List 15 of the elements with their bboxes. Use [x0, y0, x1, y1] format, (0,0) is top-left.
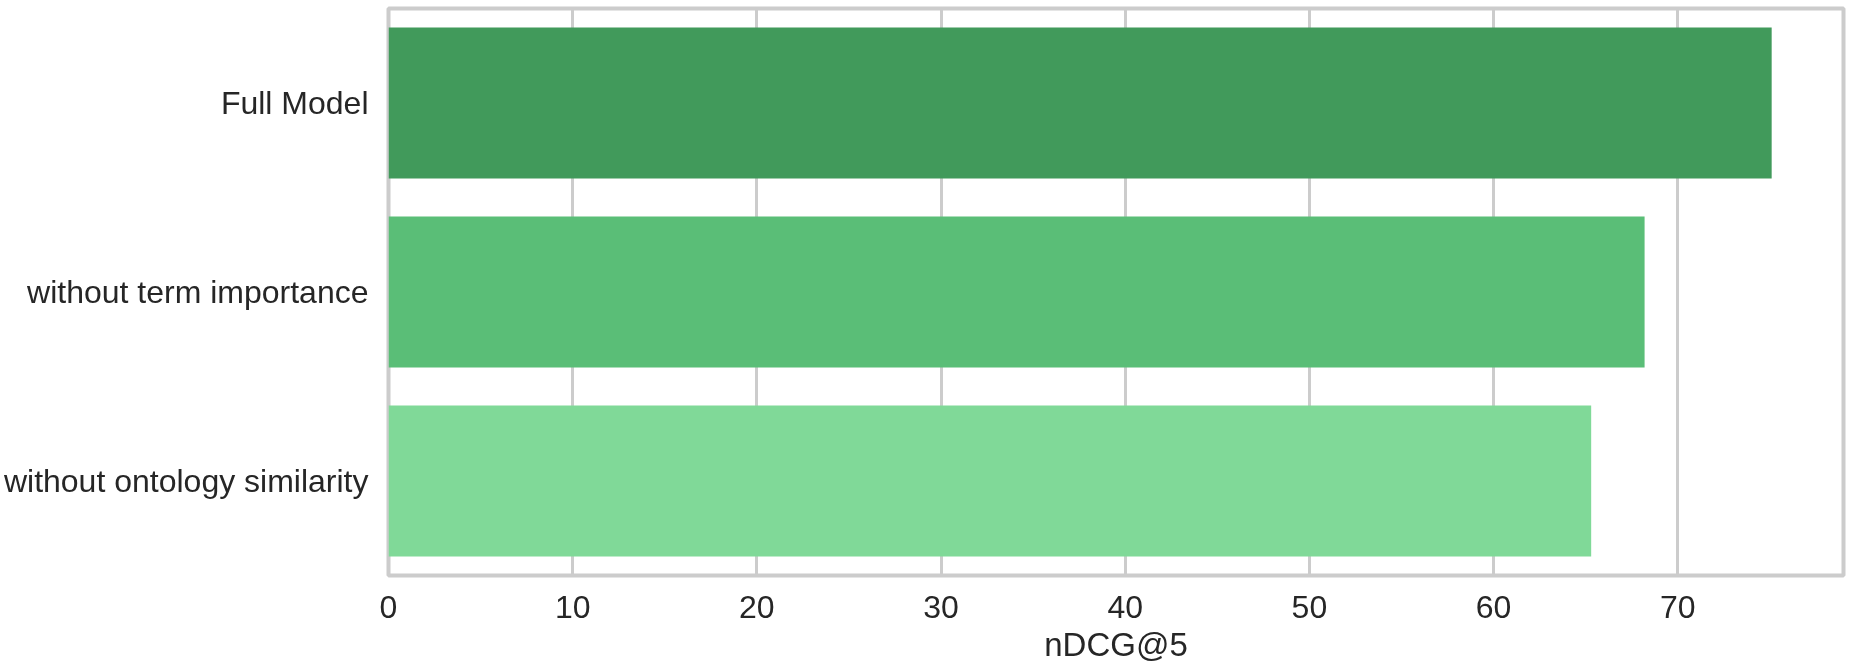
y-tick-label: without ontology similarity	[2, 463, 369, 499]
x-tick-label: 40	[1107, 588, 1144, 625]
x-tick-label: 10	[554, 588, 591, 625]
y-tick-label: Full Model	[220, 85, 369, 121]
y-tick-label: without term importance	[26, 274, 369, 310]
x-tick-label: 60	[1475, 588, 1512, 625]
x-tick-label: 50	[1291, 588, 1328, 625]
x-tick-label: 70	[1659, 588, 1696, 625]
bar	[388, 27, 1772, 179]
bar	[388, 216, 1645, 368]
x-tick-label: 20	[739, 588, 775, 625]
x-tick-label: 0	[379, 588, 398, 625]
bar	[388, 405, 1592, 557]
x-tick-label: 30	[923, 588, 959, 625]
x-axis-title: nDCG@5	[1044, 625, 1188, 663]
